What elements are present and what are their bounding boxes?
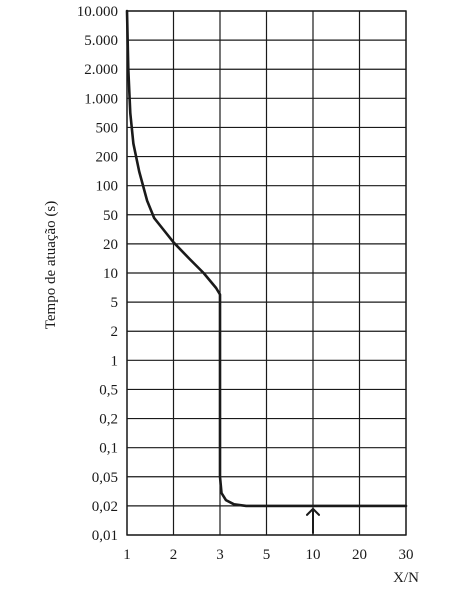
y-tick-label: 0,2 bbox=[99, 412, 118, 428]
y-tick-label: 1 bbox=[111, 353, 119, 369]
x-tick-label: 30 bbox=[399, 547, 414, 563]
y-tick-label: 100 bbox=[96, 179, 119, 195]
y-tick-label: 500 bbox=[96, 120, 119, 136]
y-tick-label: 10 bbox=[103, 266, 118, 282]
x-tick-label: 1 bbox=[123, 547, 131, 563]
trip-curve-line bbox=[125, 9, 408, 508]
y-axis-label: Tempo de atuação (s) bbox=[43, 201, 59, 329]
x-tick-label: 2 bbox=[170, 547, 178, 563]
y-tick-label: 5.000 bbox=[84, 33, 118, 49]
x-tick-label: 3 bbox=[216, 547, 224, 563]
y-tick-label: 10.000 bbox=[77, 4, 118, 20]
y-tick-labels: 0,01 0,02 0,05 0,1 0,2 0,5 1 2 5 10 20 50 100 200 500 1… bbox=[77, 4, 118, 544]
y-tick-label: 200 bbox=[96, 150, 119, 166]
x-tick-label: 10 bbox=[306, 547, 321, 563]
x-axis-label: X/N bbox=[393, 570, 419, 586]
y-tick-label: 0,5 bbox=[99, 382, 118, 398]
y-tick-label: 1.000 bbox=[84, 91, 118, 107]
plot-frame bbox=[126, 10, 407, 536]
y-tick-label: 0,05 bbox=[92, 470, 118, 486]
arrow-up-marker bbox=[306, 507, 320, 534]
y-tick-label: 2.000 bbox=[84, 62, 118, 78]
y-tick-label: 0,01 bbox=[92, 528, 118, 544]
x-tick-label: 20 bbox=[352, 547, 367, 563]
y-tick-label: 5 bbox=[111, 295, 119, 311]
y-tick-label: 50 bbox=[103, 208, 118, 224]
y-tick-label: 0,02 bbox=[92, 499, 118, 515]
grid-lines bbox=[126, 10, 407, 536]
x-tick-labels: 1 2 3 5 10 20 30 bbox=[123, 547, 413, 563]
y-tick-label: 2 bbox=[111, 324, 119, 340]
x-tick-label: 5 bbox=[263, 547, 271, 563]
y-tick-label: 20 bbox=[103, 237, 118, 253]
y-tick-label: 0,1 bbox=[99, 441, 118, 457]
